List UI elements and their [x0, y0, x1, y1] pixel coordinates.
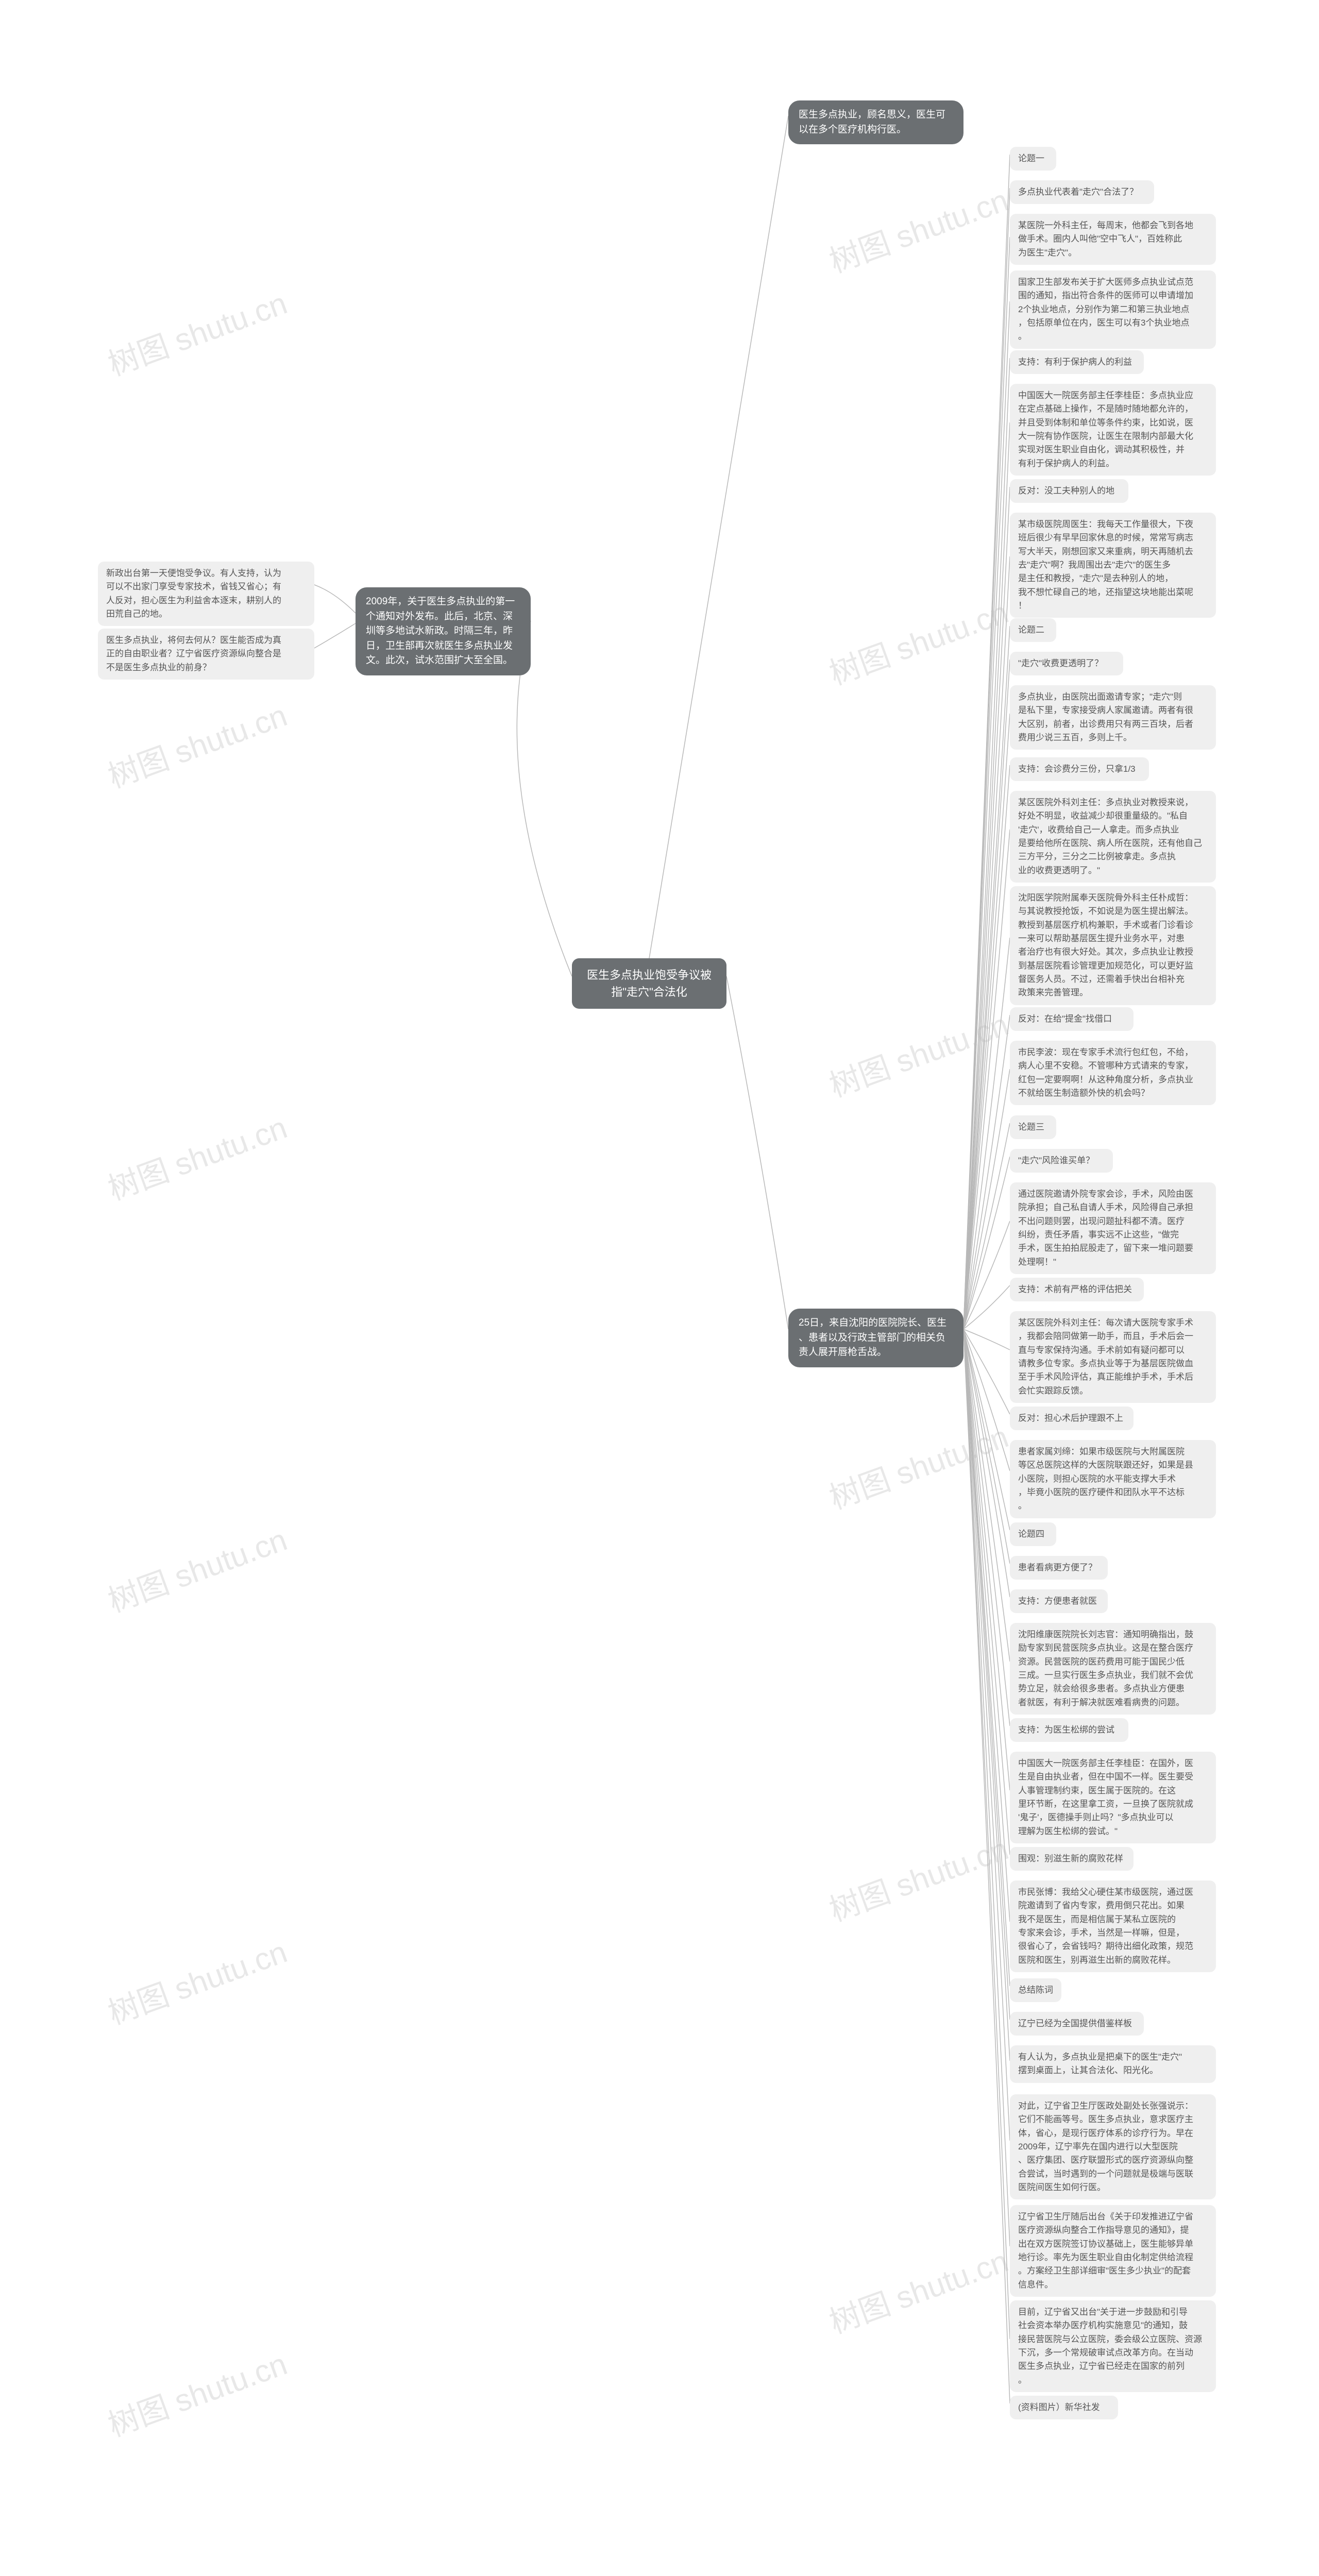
annotation-controversy: 新政出台第一天便饱受争议。有人支持，认为 可以不出家门享受专家技术，省钱又省心；…: [98, 562, 314, 626]
watermark: 树图 shutu.cn: [822, 587, 1013, 693]
branch-definition[interactable]: 医生多点执业，顾名思义，医生可 以在多个医疗机构行医。: [788, 100, 963, 144]
watermark: 树图 shutu.cn: [101, 1927, 292, 2033]
leaf-summary-p1[interactable]: 有人认为，多点执业是把桌下的医生"走穴" 摆到桌面上，让其合法化、阳光化。: [1010, 2045, 1216, 2083]
leaf-topic3[interactable]: 论题三: [1010, 1115, 1056, 1139]
leaf-topic4-observe-detail[interactable]: 市民张博：我给父心硬住某市级医院，通过医 院邀请到了省内专家，费用倒只花出。如果…: [1010, 1880, 1216, 1972]
leaf-topic1-support[interactable]: 支持：有利于保护病人的利益: [1010, 350, 1144, 374]
leaf-topic4-observe[interactable]: 围观：别滋生新的腐败花样: [1010, 1847, 1134, 1871]
leaf-topic1-policy[interactable]: 国家卫生部发布关于扩大医师多点执业试点范 围的通知，指出符合条件的医师可以申请增…: [1010, 270, 1216, 349]
watermark: 树图 shutu.cn: [822, 999, 1013, 1106]
leaf-topic3-q[interactable]: "走穴"风险谁买单？: [1010, 1149, 1113, 1173]
leaf-topic2-q[interactable]: "走穴"收费更透明了？: [1010, 652, 1123, 675]
watermark: 树图 shutu.cn: [101, 1515, 292, 1621]
leaf-topic4[interactable]: 论题四: [1010, 1522, 1056, 1546]
leaf-topic1-oppose-detail[interactable]: 某市级医院周医生：我每天工作量很大，下夜 班后很少有早早回家休息的时候，常常写病…: [1010, 513, 1216, 618]
watermark: 树图 shutu.cn: [822, 1412, 1013, 1518]
leaf-topic4-support2-detail[interactable]: 中国医大一院医务部主任李桂臣：在国外，医 生是自由执业者，但在中国不一样。医生要…: [1010, 1752, 1216, 1843]
leaf-topic2-support-detail1[interactable]: 某区医院外科刘主任：多点执业对教授来说， 好处不明显，收益减少却很重量级的。"私…: [1010, 791, 1216, 883]
leaf-topic2-oppose-detail[interactable]: 市民李波：现在专家手术流行包红包，不给， 病人心里不安稳。不管哪种方式请来的专家…: [1010, 1041, 1216, 1105]
watermark: 树图 shutu.cn: [101, 1103, 292, 1209]
watermark: 树图 shutu.cn: [822, 175, 1013, 281]
leaf-topic1-oppose[interactable]: 反对：没工夫种别人的地: [1010, 479, 1128, 503]
watermark: 树图 shutu.cn: [101, 278, 292, 384]
leaf-topic3-detail[interactable]: 通过医院邀请外院专家会诊，手术，风险由医 院承担；自己私自请人手术，风险得自己承…: [1010, 1182, 1216, 1274]
leaf-summary-p4[interactable]: 目前，辽宁省又出台"关于进一步鼓励和引导 社会资本举办医疗机构实施意见"的通知，…: [1010, 2300, 1216, 2392]
leaf-topic2-detail[interactable]: 多点执业，由医院出面邀请专家；"走穴"则 是私下里，专家接受病人家属邀请。两者有…: [1010, 685, 1216, 750]
leaf-topic3-support[interactable]: 支持：术前有严格的评估把关: [1010, 1278, 1144, 1301]
leaf-topic1-case[interactable]: 某医院一外科主任，每周末，他都会飞到各地 做手术。圈内人叫他"空中飞人"，百姓称…: [1010, 214, 1216, 265]
leaf-summary-title[interactable]: 辽宁已经为全国提供借鉴样板: [1010, 2012, 1144, 2036]
leaf-topic4-support1-detail[interactable]: 沈阳维康医院院长刘志官：通知明确指出，鼓 励专家到民营医院多点执业。这是在整合医…: [1010, 1623, 1216, 1715]
leaf-topic2-support[interactable]: 支持：会诊费分三份，只拿1/3: [1010, 757, 1149, 781]
leaf-topic4-support1[interactable]: 支持：方便患者就医: [1010, 1589, 1108, 1613]
leaf-topic4-q[interactable]: 患者看病更方便了？: [1010, 1556, 1108, 1580]
leaf-topic2-oppose[interactable]: 反对：在给"提金"找借口: [1010, 1007, 1134, 1031]
watermark: 树图 shutu.cn: [822, 2236, 1013, 2342]
leaf-topic3-support-detail[interactable]: 某区医院外科刘主任：每次请大医院专家手术 ，我都会陪同做第一助手，而且，手术后会…: [1010, 1311, 1216, 1403]
watermark: 树图 shutu.cn: [822, 1824, 1013, 1930]
leaf-topic3-oppose-detail[interactable]: 患者家属刘缔：如果市级医院与大附属医院 等区总医院这样的大医院联跟还好，如果是县…: [1010, 1440, 1216, 1518]
leaf-summary-p3[interactable]: 辽宁省卫生厅随后出台《关于印发推进辽宁省 医疗资源纵向整合工作指导意见的通知》，…: [1010, 2205, 1216, 2297]
branch-debate[interactable]: 25日，来自沈阳的医院院长、医生 、患者以及行政主管部门的相关负 责人展开唇枪舌…: [788, 1309, 963, 1367]
mindmap-root[interactable]: 医生多点执业饱受争议被 指"走穴"合法化: [572, 958, 726, 1009]
leaf-topic4-support2[interactable]: 支持：为医生松绑的尝试: [1010, 1718, 1128, 1742]
leaf-topic1[interactable]: 论题一: [1010, 147, 1056, 171]
leaf-topic1-support-detail[interactable]: 中国医大一院医务部主任李桂臣：多点执业应 在定点基础上操作，不是随时随地都允许的…: [1010, 384, 1216, 476]
leaf-summary[interactable]: 总结陈词: [1010, 1978, 1061, 2002]
leaf-topic2-support-detail2[interactable]: 沈阳医学院附属奉天医院骨外科主任朴成哲： 与其说教授抢饭，不如说是为医生提出解法…: [1010, 886, 1216, 1005]
branch-history[interactable]: 2009年，关于医生多点执业的第一 个通知对外发布。此后，北京、深 圳等多地试水…: [356, 587, 531, 675]
leaf-credit[interactable]: (资料图片）新华社发: [1010, 2396, 1118, 2419]
leaf-topic3-oppose[interactable]: 反对：担心术后护理跟不上: [1010, 1406, 1134, 1430]
leaf-topic2[interactable]: 论题二: [1010, 618, 1056, 642]
annotation-question: 医生多点执业，将何去何从？医生能否成为真 正的自由职业者？辽宁省医疗资源纵向整合…: [98, 629, 314, 680]
watermark: 树图 shutu.cn: [101, 2339, 292, 2445]
leaf-summary-p2[interactable]: 对此，辽宁省卫生厅医政处副处长张强说示： 它们不能画等号。医生多点执业，意求医疗…: [1010, 2094, 1216, 2199]
watermark: 树图 shutu.cn: [101, 690, 292, 796]
leaf-topic1-q[interactable]: 多点执业代表着"走穴"合法了？: [1010, 180, 1154, 204]
